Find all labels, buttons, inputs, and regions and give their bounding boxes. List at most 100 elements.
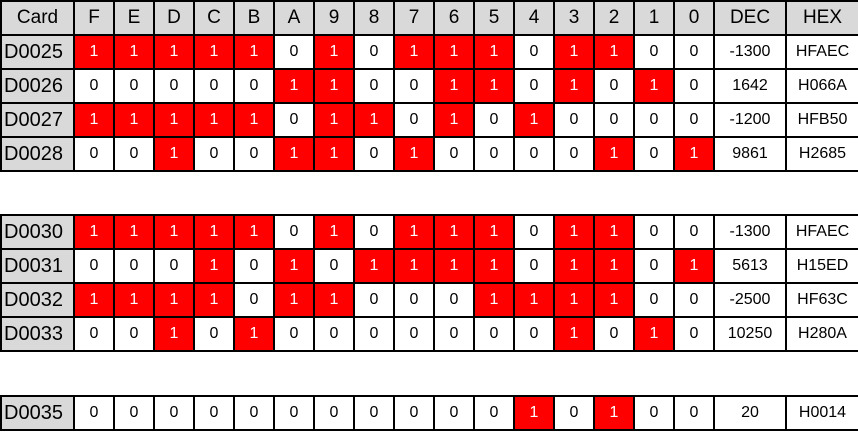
column-header: A [273, 0, 315, 36]
bit-cell: 0 [353, 214, 395, 250]
bit-cell: 0 [633, 102, 675, 138]
bit-cell: 1 [353, 102, 395, 138]
bit-cell: 1 [153, 214, 195, 250]
bit-cell: 0 [393, 395, 435, 431]
dec-value: 20 [713, 395, 787, 431]
bit-cell: 1 [113, 282, 155, 318]
bit-cell: 1 [433, 214, 475, 250]
bit-cell: 1 [433, 102, 475, 138]
header-row: Card F E D C B A 9 8 7 6 5 4 3 2 1 0 DEC HEX [0, 0, 858, 36]
bit-cell: 0 [513, 214, 555, 250]
bit-cell: 1 [113, 34, 155, 70]
bit-cell: 0 [233, 136, 275, 172]
dec-value: -2500 [713, 282, 787, 318]
card-label: D0035 [0, 395, 75, 431]
bit-cell: 1 [153, 316, 195, 352]
bit-cell: 0 [73, 248, 115, 284]
bit-cell: 1 [473, 34, 515, 70]
dec-value: 10250 [713, 316, 787, 352]
bit-cell: 0 [473, 102, 515, 138]
bit-cell: 0 [313, 395, 355, 431]
column-header: 7 [393, 0, 435, 36]
bit-cell: 1 [473, 68, 515, 104]
table-row: D0032 1 1 1 1 0 1 1 0 0 0 1 1 1 1 0 0 -2500 HF63C [0, 282, 858, 318]
column-header: F [73, 0, 115, 36]
bit-cell: 1 [233, 214, 275, 250]
dec-value: -1300 [713, 214, 787, 250]
bit-cell: 0 [153, 395, 195, 431]
bit-cell: 1 [113, 214, 155, 250]
bit-cell: 1 [153, 282, 195, 318]
bit-cell: 0 [353, 395, 395, 431]
bit-cell: 1 [153, 34, 195, 70]
bit-cell: 0 [313, 248, 355, 284]
bit-cell: 1 [393, 214, 435, 250]
bit-cell: 0 [673, 214, 715, 250]
bit-cell: 0 [633, 282, 675, 318]
bit-cell: 0 [593, 102, 635, 138]
bit-cell: 1 [593, 248, 635, 284]
bit-cell: 0 [113, 68, 155, 104]
column-header: B [233, 0, 275, 36]
bit-cell: 1 [593, 136, 635, 172]
bit-cell: 0 [273, 214, 315, 250]
bit-cell: 1 [273, 136, 315, 172]
bit-cell: 0 [273, 316, 315, 352]
bit-cell: 0 [633, 395, 675, 431]
dec-value: -1300 [713, 34, 787, 70]
bit-cell: 1 [273, 248, 315, 284]
bit-cell: 0 [673, 395, 715, 431]
bit-cell: 1 [393, 34, 435, 70]
bit-cell: 1 [473, 248, 515, 284]
bit-cell: 1 [593, 214, 635, 250]
bit-cell: 1 [473, 214, 515, 250]
table-row: D0025 1 1 1 1 1 0 1 0 1 1 1 0 1 1 0 0 -1300 HFAEC [0, 34, 858, 70]
bit-cell: 1 [313, 68, 355, 104]
bit-cell: 1 [113, 102, 155, 138]
bit-cell: 0 [233, 282, 275, 318]
bit-cell: 0 [233, 395, 275, 431]
bit-cell: 0 [673, 68, 715, 104]
dec-value: -1200 [713, 102, 787, 138]
bit-cell: 1 [153, 136, 195, 172]
column-header: 3 [553, 0, 595, 36]
column-header: 9 [313, 0, 355, 36]
bit-cell: 0 [353, 316, 395, 352]
bit-cell: 1 [233, 102, 275, 138]
bit-cell: 0 [113, 248, 155, 284]
bit-cell: 0 [673, 316, 715, 352]
bit-cell: 1 [313, 34, 355, 70]
bit-cell: 1 [393, 248, 435, 284]
bit-cell: 1 [273, 68, 315, 104]
bit-cell: 0 [513, 68, 555, 104]
column-header: 2 [593, 0, 635, 36]
bit-cell: 0 [233, 248, 275, 284]
bit-cell: 1 [433, 68, 475, 104]
bit-cell: 0 [553, 136, 595, 172]
bit-cell: 1 [553, 214, 595, 250]
bit-cell: 1 [193, 214, 235, 250]
bit-cell: 1 [73, 102, 115, 138]
column-header: Card [0, 0, 75, 36]
column-header: D [153, 0, 195, 36]
bit-cell: 1 [553, 68, 595, 104]
bit-cell: 1 [593, 34, 635, 70]
bit-cell: 0 [73, 316, 115, 352]
column-header: 0 [673, 0, 715, 36]
bit-cell: 1 [513, 395, 555, 431]
bit-cell: 0 [673, 34, 715, 70]
card-label: D0028 [0, 136, 75, 172]
bit-cell: 1 [313, 102, 355, 138]
bit-cell: 1 [513, 282, 555, 318]
bit-cell: 1 [553, 316, 595, 352]
bit-cell: 0 [353, 68, 395, 104]
bit-cell: 0 [153, 248, 195, 284]
bit-cell: 1 [433, 34, 475, 70]
bit-cell: 0 [433, 316, 475, 352]
bit-cell: 0 [273, 34, 315, 70]
bit-cell: 0 [393, 282, 435, 318]
bit-cell: 0 [73, 68, 115, 104]
bit-cell: 0 [513, 34, 555, 70]
bit-cell: 1 [73, 34, 115, 70]
column-header: 8 [353, 0, 395, 36]
